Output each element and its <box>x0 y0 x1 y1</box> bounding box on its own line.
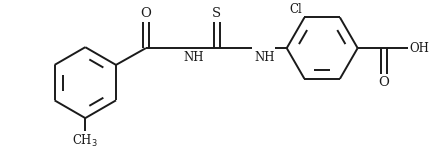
Text: CH$_3$: CH$_3$ <box>72 133 98 149</box>
Text: S: S <box>212 7 221 20</box>
Text: O: O <box>378 76 389 89</box>
Text: O: O <box>141 7 151 20</box>
Text: Cl: Cl <box>290 3 303 16</box>
Text: NH: NH <box>254 51 275 64</box>
Text: NH: NH <box>183 51 204 64</box>
Text: OH: OH <box>409 42 429 55</box>
